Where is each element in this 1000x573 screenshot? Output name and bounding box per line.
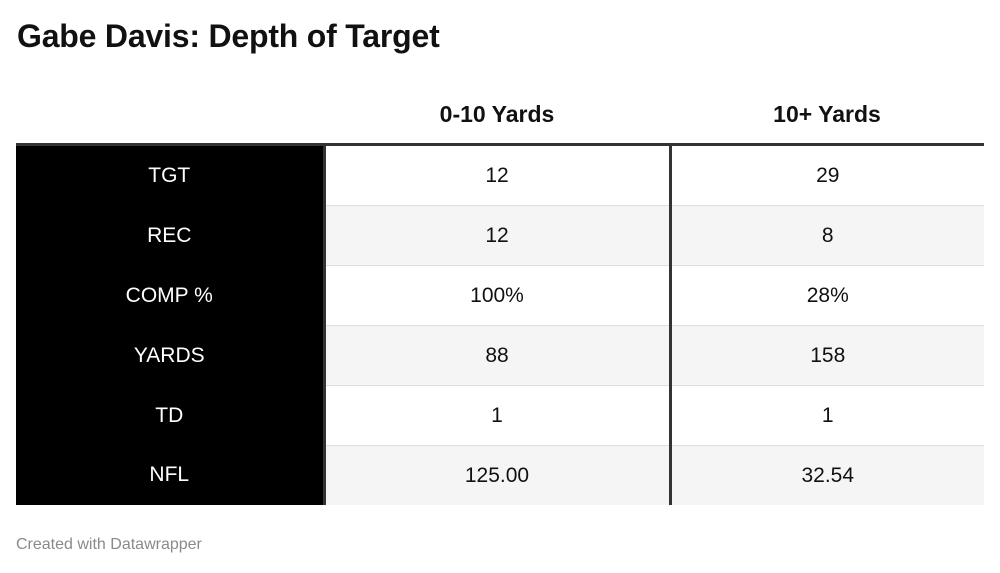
row-label: NFL bbox=[16, 445, 326, 505]
table-cell: 12 bbox=[324, 144, 672, 206]
table-row: COMP % 100% 28% bbox=[16, 265, 984, 326]
table-row: TD 1 1 bbox=[16, 385, 984, 446]
chart-title: Gabe Davis: Depth of Target bbox=[17, 18, 440, 54]
table-row: TGT 12 29 bbox=[16, 144, 984, 206]
table-cell: 32.54 bbox=[670, 445, 984, 505]
table-row: YARDS 88 158 bbox=[16, 325, 984, 386]
table-cell: 88 bbox=[324, 325, 672, 386]
column-header-0-10-yards: 0-10 Yards bbox=[324, 86, 670, 146]
table-row: REC 12 8 bbox=[16, 205, 984, 266]
table-cell: 158 bbox=[670, 325, 984, 386]
table-cell: 125.00 bbox=[324, 445, 672, 505]
table-cell: 29 bbox=[670, 144, 984, 206]
datawrapper-credit: Created with Datawrapper bbox=[16, 536, 202, 553]
table-cell: 1 bbox=[324, 385, 672, 446]
table-cell: 100% bbox=[324, 265, 672, 326]
table-cell: 28% bbox=[670, 265, 984, 326]
row-label: COMP % bbox=[16, 265, 326, 326]
table-header-row: 0-10 Yards 10+ Yards bbox=[16, 86, 984, 146]
table-cell: 1 bbox=[670, 385, 984, 446]
row-label: REC bbox=[16, 205, 326, 266]
table-cell: 12 bbox=[324, 205, 672, 266]
table-row: NFL 125.00 32.54 bbox=[16, 445, 984, 505]
table-cell: 8 bbox=[670, 205, 984, 266]
row-label: TGT bbox=[16, 144, 326, 206]
column-header-stub bbox=[16, 86, 324, 146]
row-label: YARDS bbox=[16, 325, 326, 386]
row-label: TD bbox=[16, 385, 326, 446]
column-header-10-plus-yards: 10+ Yards bbox=[670, 86, 984, 146]
depth-of-target-table: 0-10 Yards 10+ Yards TGT 12 29 REC 12 8 … bbox=[16, 86, 984, 505]
